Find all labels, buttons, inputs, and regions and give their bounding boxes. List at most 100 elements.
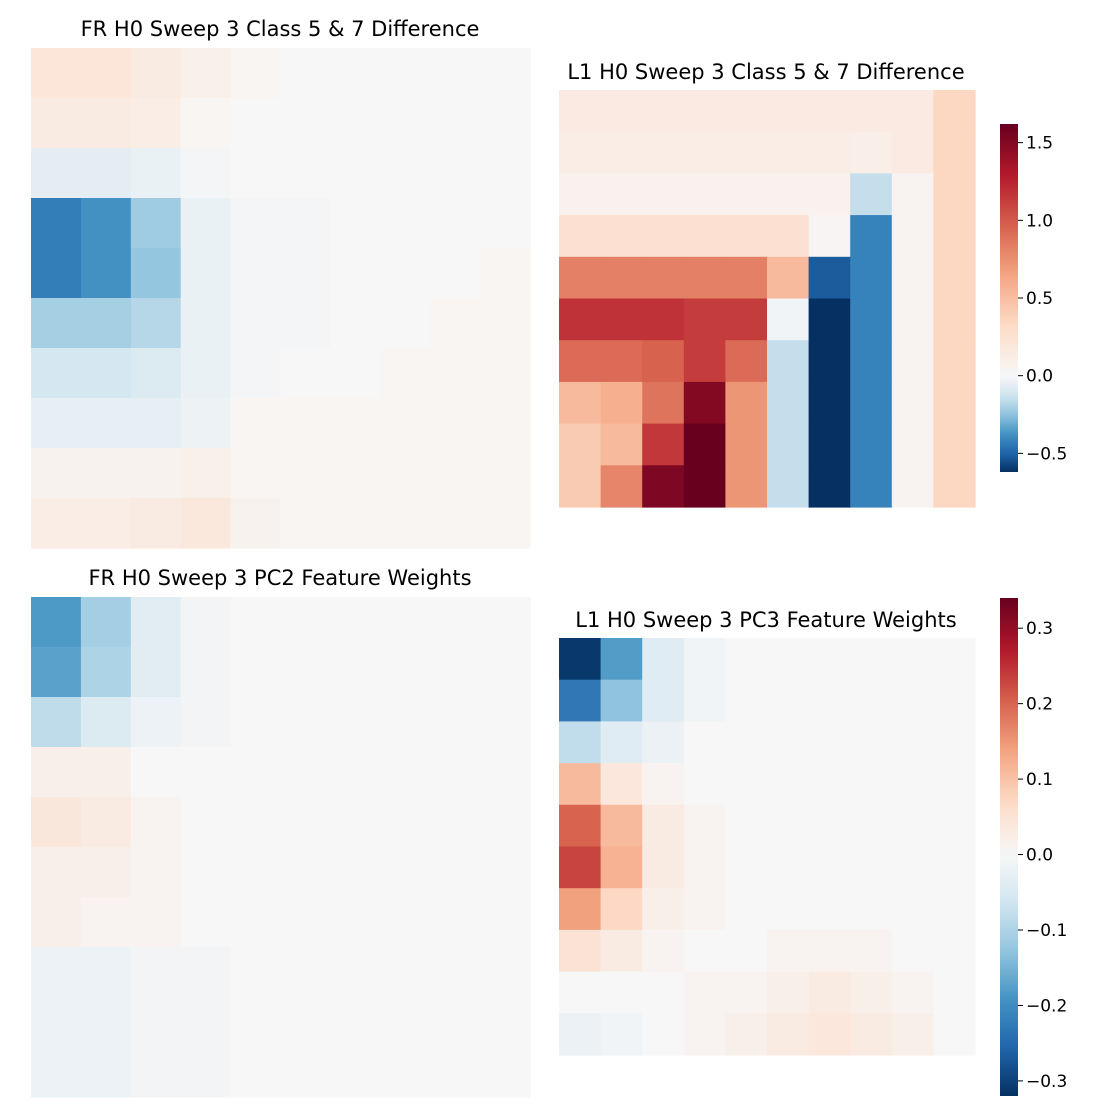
heatmap-l1-class-diff: L1 H0 Sweep 3 Class 5 & 7 Difference 1.5…	[559, 60, 1067, 508]
heatmap-cell-r5-c0	[559, 298, 602, 341]
heatmap-cell-r5-c3	[180, 847, 232, 898]
heatmap-cell-r0-c1	[80, 48, 132, 99]
heatmap-cell-r8-c1	[80, 997, 132, 1048]
heatmap-cell-r7-c2	[642, 381, 685, 425]
heatmap-cell-r1-c1	[80, 98, 132, 149]
heatmap-cell-r1-c0	[559, 679, 602, 722]
heatmap-cell-r2-c2	[642, 721, 685, 764]
colorbar-tick-label: −0.5	[1026, 444, 1067, 464]
colorbar-tick-label: 0.5	[1026, 289, 1053, 309]
heatmap-cell-r2-c7	[850, 721, 893, 764]
heatmap-cell-r3-c7	[850, 215, 893, 258]
heatmap-cell-r7-c3	[180, 398, 232, 449]
heatmap-cell-r4-c9	[480, 797, 531, 848]
heatmap-cell-r6-c6	[808, 340, 851, 383]
cells-fr-pc2	[31, 597, 531, 1098]
heatmap-cell-r5-c1	[600, 298, 643, 341]
heatmap-cell-r0-c0	[31, 597, 82, 648]
heatmap-cell-r9-c4	[230, 1047, 282, 1098]
heatmap-cell-r1-c2	[130, 647, 182, 698]
heatmap-cell-r8-c0	[31, 448, 82, 499]
heatmap-cell-r9-c8	[891, 465, 934, 508]
heatmap-cell-r2-c9	[933, 173, 976, 216]
heatmap-cell-r5-c6	[808, 298, 851, 341]
heatmap-cell-r2-c8	[891, 173, 934, 216]
heatmap-cell-r4-c6	[330, 248, 381, 299]
heatmap-cell-r7-c8	[430, 398, 481, 449]
heatmap-cell-r9-c4	[725, 465, 768, 508]
heatmap-cell-r8-c6	[808, 971, 851, 1014]
heatmap-cell-r9-c0	[31, 498, 82, 549]
heatmap-cell-r6-c2	[130, 348, 182, 399]
heatmap-cell-r2-c9	[480, 148, 531, 199]
colorbar-tick-label: 0.0	[1026, 846, 1053, 866]
heatmap-cell-r0-c9	[933, 638, 976, 681]
heatmap-cell-r5-c3	[683, 846, 726, 889]
heatmap-cell-r0-c2	[642, 638, 685, 681]
heatmap-cell-r6-c3	[683, 340, 726, 383]
cells-l1-class-diff	[559, 90, 976, 508]
heatmap-cell-r7-c6	[330, 947, 381, 998]
heatmap-cell-r9-c2	[130, 1047, 182, 1098]
heatmap-cell-r8-c6	[330, 997, 381, 1048]
heatmap-cell-r8-c9	[480, 997, 531, 1048]
heatmap-cell-r9-c7	[850, 1013, 893, 1056]
heatmap-cell-r5-c5	[767, 846, 810, 889]
heatmap-cell-r5-c2	[130, 847, 182, 898]
heatmap-cell-r8-c9	[480, 448, 531, 499]
heatmap-cell-r2-c4	[230, 148, 282, 199]
heatmap-cell-r1-c6	[330, 98, 381, 149]
heatmap-cell-r6-c5	[280, 897, 331, 948]
heatmap-fr-pc2: FR H0 Sweep 3 PC2 Feature Weights	[31, 566, 531, 1098]
heatmap-cell-r4-c8	[430, 797, 481, 848]
heatmap-cell-r6-c1	[600, 888, 643, 931]
heatmap-cell-r2-c4	[230, 697, 282, 748]
heatmap-cell-r4-c1	[80, 797, 132, 848]
heatmap-cell-r8-c0	[559, 423, 602, 466]
heatmap-cell-r4-c4	[725, 256, 768, 300]
heatmap-cell-r7-c8	[891, 929, 934, 973]
heatmap-cell-r3-c9	[933, 763, 976, 806]
heatmap-cell-r4-c2	[642, 804, 685, 848]
heatmap-cell-r6-c0	[559, 888, 602, 931]
heatmap-cell-r4-c1	[600, 256, 643, 300]
heatmap-cell-r4-c0	[559, 804, 602, 848]
heatmap-cell-r6-c9	[933, 340, 976, 383]
heatmap-cell-r3-c9	[480, 747, 531, 798]
heatmap-cell-r6-c4	[725, 888, 768, 931]
heatmap-cell-r3-c4	[725, 763, 768, 806]
heatmap-cell-r0-c3	[180, 48, 232, 99]
heatmap-cell-r3-c0	[31, 747, 82, 798]
colorbar-tick-label: 1.0	[1026, 211, 1053, 231]
heatmap-cell-r2-c2	[130, 148, 182, 199]
heatmap-cell-r6-c6	[330, 348, 381, 399]
heatmap-cell-r7-c3	[180, 947, 232, 998]
heatmap-cell-r0-c5	[767, 90, 810, 133]
heatmap-cell-r9-c9	[933, 1013, 976, 1056]
heatmap-cell-r1-c3	[180, 98, 232, 149]
heatmap-cell-r5-c3	[180, 298, 232, 349]
heatmap-cell-r7-c3	[683, 381, 726, 425]
heatmap-cell-r0-c2	[130, 48, 182, 99]
heatmap-cell-r1-c9	[933, 131, 976, 174]
heatmap-cell-r8-c2	[130, 997, 182, 1048]
heatmap-cell-r2-c9	[480, 697, 531, 748]
heatmap-cell-r6-c2	[642, 888, 685, 931]
heatmap-cell-r8-c3	[180, 448, 232, 499]
heatmap-cell-r9-c7	[380, 498, 431, 549]
heatmap-cell-r0-c1	[600, 638, 643, 681]
colorbar-tick-label: −0.2	[1026, 996, 1067, 1016]
heatmap-cell-r4-c1	[600, 804, 643, 848]
title-l1-class-diff: L1 H0 Sweep 3 Class 5 & 7 Difference	[567, 60, 964, 84]
heatmap-cell-r1-c8	[891, 679, 934, 722]
heatmap-cell-r3-c1	[80, 747, 132, 798]
heatmap-cell-r2-c8	[430, 148, 481, 199]
heatmap-cell-r6-c8	[430, 897, 481, 948]
heatmap-cell-r7-c5	[767, 929, 810, 973]
heatmap-cell-r7-c6	[330, 398, 381, 449]
heatmap-cell-r5-c8	[430, 847, 481, 898]
heatmap-cell-r1-c1	[600, 131, 643, 174]
heatmap-cell-r1-c5	[280, 98, 331, 149]
heatmap-cell-r2-c8	[891, 721, 934, 764]
heatmap-cell-r7-c7	[380, 947, 431, 998]
